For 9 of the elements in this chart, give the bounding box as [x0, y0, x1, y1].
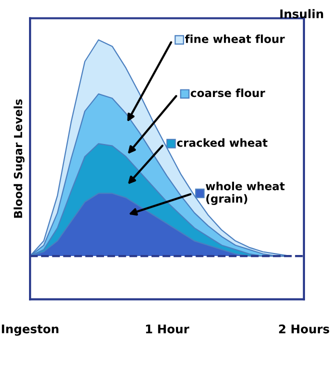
y-axis-title: Blood Sugar Levels [14, 99, 25, 218]
x-tick-label: 2 Hours [279, 324, 330, 334]
chart-title: Insulin [280, 9, 324, 18]
legend-label: whole wheat (grain) [206, 182, 285, 206]
x-tick-label: Ingeston [2, 324, 58, 336]
legend-label: fine wheat flour [185, 34, 285, 44]
legend-label: coarse flour [190, 88, 266, 98]
x-tick-label: 1 Hour [146, 324, 190, 334]
legend-label: cracked wheat [177, 138, 268, 147]
